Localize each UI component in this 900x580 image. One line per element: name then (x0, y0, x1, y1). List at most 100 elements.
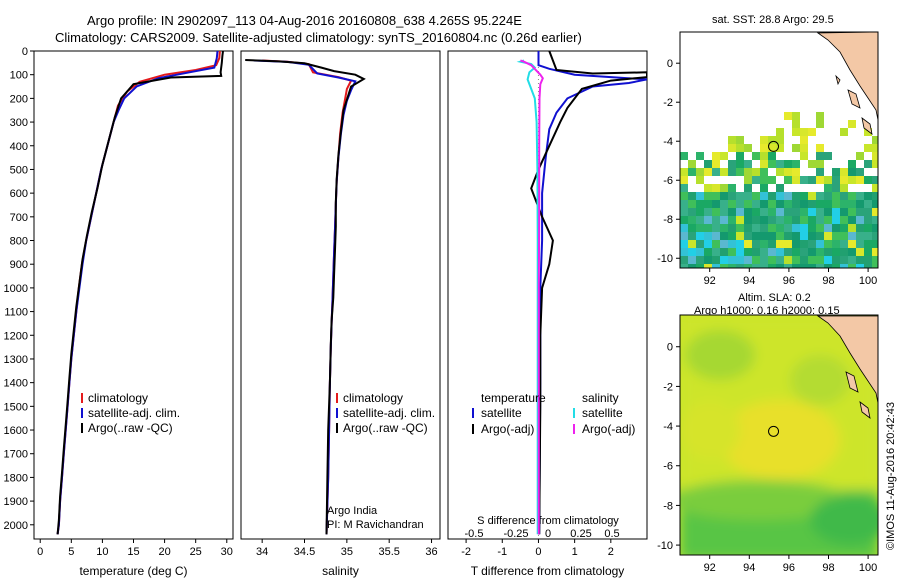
sst-cell (680, 232, 688, 240)
diff-legend-label: satellite (481, 406, 522, 420)
salinity-xtick-label: 34 (256, 546, 268, 558)
sst-map-title: sat. SST: 28.8 Argo: 29.5 (712, 14, 834, 26)
sst-cell (816, 144, 824, 152)
diff-legend-label: Argo(-adj) (481, 422, 534, 436)
sst-cell (856, 192, 864, 200)
sst-cell (752, 200, 760, 208)
sst-cell (848, 256, 856, 264)
sst-cell (680, 248, 688, 256)
sst-cell (784, 176, 792, 184)
sst-cell (728, 232, 736, 240)
sst-cell (816, 200, 824, 208)
sst-cell (768, 160, 776, 168)
sst-cell (752, 168, 760, 176)
sst-cell (696, 152, 704, 160)
sst-cell (800, 264, 808, 268)
sst-cell (824, 208, 832, 216)
sst-cell (768, 176, 776, 184)
sst-cell (728, 184, 736, 192)
sst-cell (824, 248, 832, 256)
salinity-panel: 34 34.5 35 35.5 36 salinity climatologysatelli… (240, 50, 441, 578)
sst-cell (864, 144, 872, 152)
sst-cell (792, 192, 800, 200)
depth-tick-label: 1900 (4, 496, 28, 508)
sst-cell (864, 256, 872, 264)
sst-cell (688, 248, 696, 256)
sst-cell (848, 176, 856, 184)
sst-cell (688, 240, 696, 248)
sst-cell (728, 144, 736, 152)
salinity-series-group (245, 59, 366, 535)
sst-cell (752, 152, 760, 160)
sst-cell (776, 240, 784, 248)
sst-cell (728, 216, 736, 224)
sst-cell (744, 200, 752, 208)
sst-cell (840, 184, 848, 192)
temperature-xtick-label: 5 (68, 546, 74, 558)
salinity-legend-label: satellite-adj. clim. (343, 406, 435, 420)
sst-cell (736, 208, 744, 216)
sst-cell (776, 256, 784, 264)
sst-cell (688, 160, 696, 168)
sla-map-title: Altim. SLA: 0.2 (738, 292, 811, 304)
sst-cell (792, 224, 800, 232)
sst-cell (744, 216, 752, 224)
sst-cell (808, 176, 816, 184)
sst-cell (832, 256, 840, 264)
sst-cell (784, 192, 792, 200)
sst-cell (816, 256, 824, 264)
sst-cell (840, 208, 848, 216)
sst-cell (712, 168, 720, 176)
sst-cell (792, 256, 800, 264)
sst-cell (792, 112, 800, 120)
sst-cell (776, 216, 784, 224)
sdiff-tick-label: -0.5 (465, 528, 484, 540)
sst-cell (736, 200, 744, 208)
sst-cell (872, 240, 878, 248)
sst-cell (680, 264, 688, 268)
sst-cell (736, 224, 744, 232)
sst-cell (832, 176, 840, 184)
sst-map-ytick-label: -8 (663, 214, 673, 226)
sst-cell (864, 200, 872, 208)
sst-cell (832, 264, 840, 268)
sst-cell (832, 224, 840, 232)
sst-cell (824, 200, 832, 208)
sst-cell (824, 216, 832, 224)
sst-cell (720, 208, 728, 216)
sst-cell (832, 248, 840, 256)
sst-cell (800, 216, 808, 224)
sst-cell (776, 208, 784, 216)
sst-cell (840, 216, 848, 224)
difference-xtick-label: -2 (461, 546, 471, 558)
sst-cell (768, 192, 776, 200)
sla-map-ytick-label: -10 (657, 540, 673, 552)
island-sst-1 (847, 89, 861, 109)
sst-cell (736, 136, 744, 144)
sst-cell (704, 184, 712, 192)
sst-cell (768, 256, 776, 264)
temperature-xtick-label: 15 (127, 546, 139, 558)
sst-cell (872, 232, 878, 240)
sst-cell (856, 232, 864, 240)
sla-argo-marker (768, 425, 780, 437)
sst-cell (744, 256, 752, 264)
sst-cell (848, 224, 856, 232)
sst-map-xtick-label: 98 (822, 275, 834, 287)
sst-map-ytick-label: -4 (663, 136, 673, 148)
sst-cell (688, 208, 696, 216)
sst-cell (856, 256, 864, 264)
sst-cell (840, 232, 848, 240)
sst-cell (752, 216, 760, 224)
temperature-xtick-label: 20 (158, 546, 170, 558)
sst-cell (688, 224, 696, 232)
sst-map-ytick-label: 0 (667, 58, 673, 70)
sst-cell (864, 216, 872, 224)
sst-cell (792, 232, 800, 240)
sst-cell (840, 200, 848, 208)
sst-cell (784, 160, 792, 168)
sst-cell (744, 248, 752, 256)
sst-cell (752, 264, 760, 268)
sst-cell (736, 248, 744, 256)
sst-cell (872, 200, 878, 208)
